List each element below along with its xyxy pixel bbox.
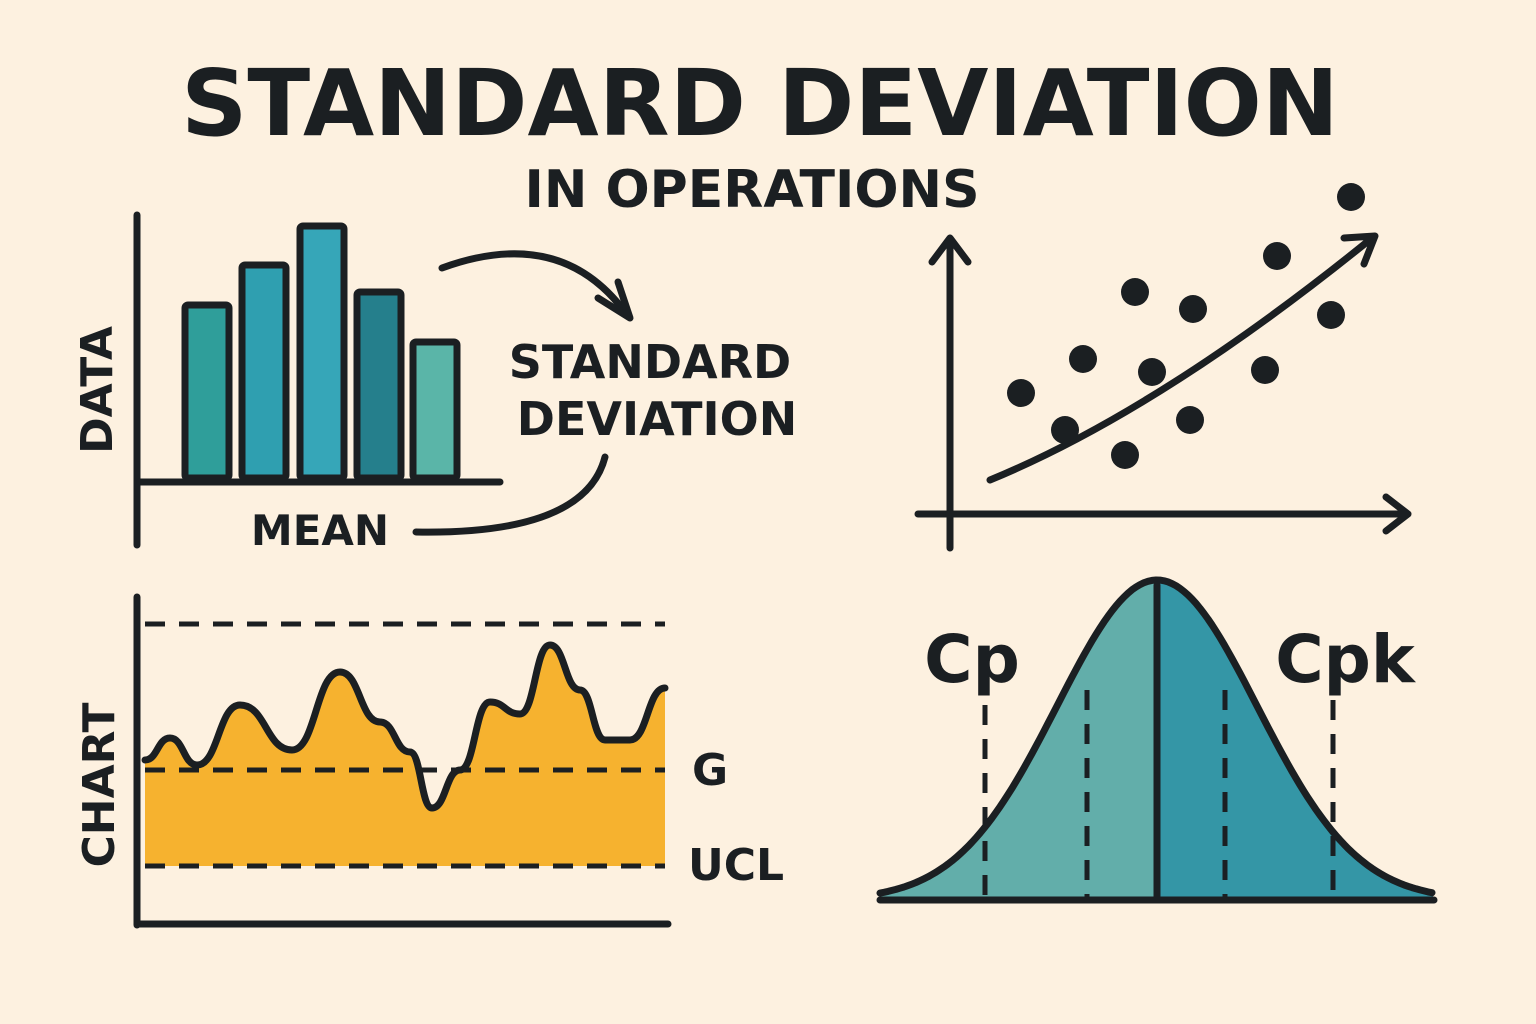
callout-line-2: DEVIATION: [517, 392, 797, 446]
ucl-label: UCL: [688, 840, 784, 891]
spec-lines: [982, 690, 1336, 900]
scatter-point: [1051, 416, 1079, 444]
process-line: [141, 641, 669, 812]
bell-curve: Cp Cpk: [876, 576, 1438, 904]
scatter-point: [1069, 345, 1097, 373]
trend-arrow: [986, 232, 1379, 484]
scatter-point: [1138, 358, 1166, 386]
control-area: [145, 645, 665, 866]
scatter-point: [1263, 242, 1291, 270]
callout-line-1: STANDARD: [509, 335, 791, 389]
chart-label: CHART: [74, 702, 125, 867]
connector-curve: [412, 453, 609, 536]
histogram-bar: [409, 338, 461, 482]
scatter-y-axis: [928, 234, 972, 552]
cpk-label: Cpk: [1275, 621, 1417, 698]
scatter-point: [1251, 356, 1279, 384]
cp-label: Cp: [924, 621, 1020, 698]
control-chart: CHART G UCL: [74, 593, 784, 929]
data-label: DATA: [72, 326, 123, 454]
title: STANDARD DEVIATION: [181, 50, 1339, 157]
scatter-point: [1176, 406, 1204, 434]
histogram-bar: [181, 301, 233, 482]
subtitle: IN OPERATIONS: [524, 160, 979, 220]
bell-right-fill: [1157, 580, 1434, 900]
histogram-bar: [296, 222, 348, 482]
control-axes: [133, 593, 672, 929]
scatter-plot: [914, 183, 1412, 552]
arrowhead-icon: [594, 278, 634, 322]
scatter-point: [1121, 278, 1149, 306]
bell-left-fill: [880, 580, 1157, 900]
g-label: G: [692, 745, 728, 796]
scatter-point: [1179, 295, 1207, 323]
scatter-point: [1007, 379, 1035, 407]
scatter-point: [1337, 183, 1365, 211]
histogram-bar: [353, 288, 405, 482]
histogram-bar: [238, 261, 290, 482]
bell-outline: [876, 576, 1436, 897]
mean-label: MEAN: [251, 506, 389, 555]
scatter-x-axis: [914, 493, 1412, 535]
scatter-point: [1111, 441, 1139, 469]
histogram: DATA MEAN STANDARD DEVIATION: [72, 211, 797, 555]
scatter-point: [1317, 301, 1345, 329]
curved-arrow-icon: [438, 250, 629, 316]
